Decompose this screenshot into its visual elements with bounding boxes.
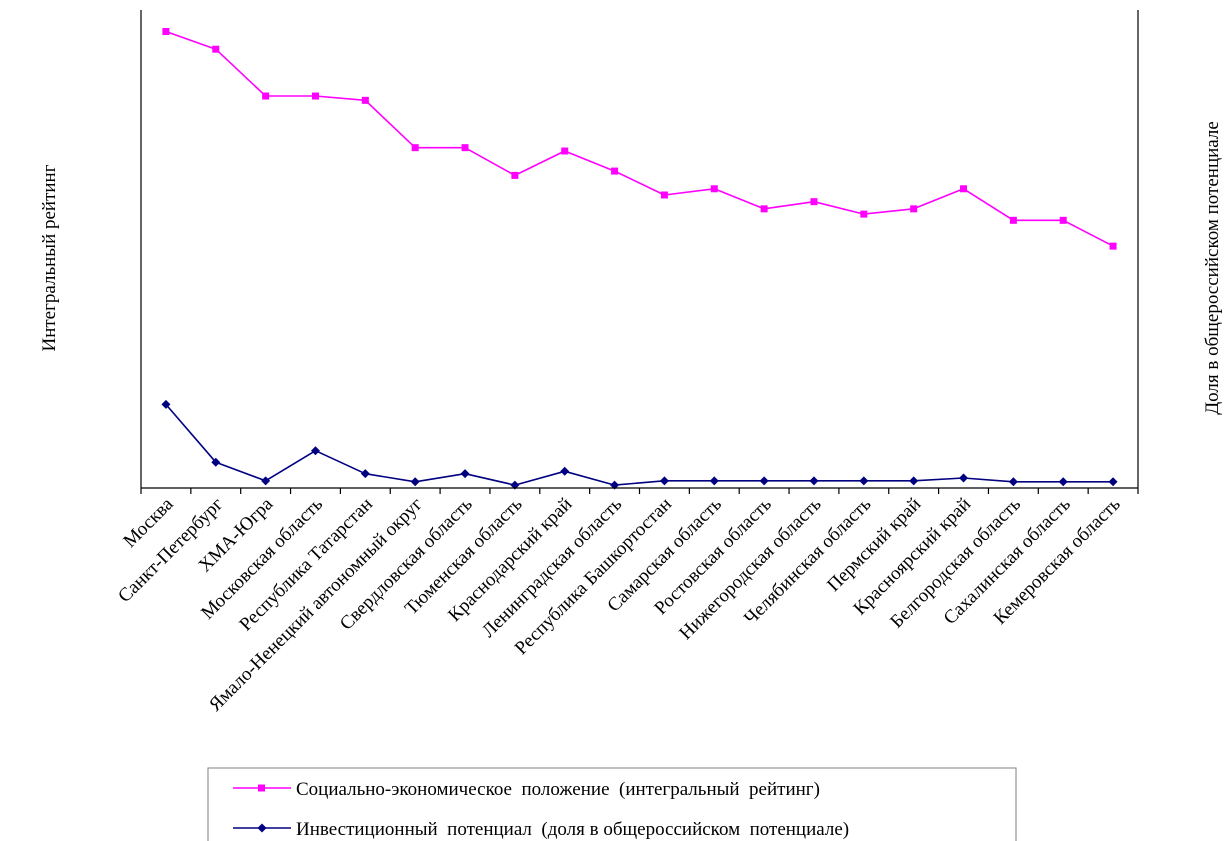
data-point-series-1 [760, 476, 769, 485]
data-point-series-1 [461, 469, 470, 478]
data-point-series-0 [810, 198, 817, 205]
legend-marker-social [258, 785, 265, 792]
data-point-series-1 [411, 477, 420, 486]
data-point-series-0 [711, 185, 718, 192]
data-point-series-0 [860, 211, 867, 218]
series-lines [166, 32, 1113, 486]
data-point-series-0 [960, 185, 967, 192]
data-point-series-1 [660, 476, 669, 485]
data-point-series-0 [611, 168, 618, 175]
series-line-0 [166, 32, 1113, 247]
axes [141, 10, 1138, 488]
y-axis-right-title: Доля в общероссийском потенциале [1202, 121, 1223, 415]
data-point-series-1 [1009, 477, 1018, 486]
data-point-series-1 [710, 476, 719, 485]
data-point-series-0 [312, 93, 319, 100]
data-point-series-1 [909, 476, 918, 485]
data-point-series-1 [560, 467, 569, 476]
data-point-series-1 [959, 473, 968, 482]
legend-label-social: Социально-экономическое положение (интег… [296, 779, 820, 800]
data-point-series-0 [1010, 217, 1017, 224]
data-point-series-1 [1109, 477, 1118, 486]
series-markers [161, 28, 1117, 490]
data-point-series-0 [262, 93, 269, 100]
legend-label-investment: Инвестиционный потенциал (доля в общерос… [296, 819, 849, 840]
data-point-series-0 [761, 205, 768, 212]
x-axis-ticks [141, 488, 1138, 494]
data-point-series-0 [1060, 217, 1067, 224]
x-axis-tick-labels: МоскваСанкт-ПетербургХМА-ЮграМосковская … [114, 493, 1125, 715]
data-point-series-0 [362, 97, 369, 104]
series-line-1 [166, 404, 1113, 485]
data-point-series-0 [412, 144, 419, 151]
y-axis-left-title: Интегральный рейтинг [39, 164, 60, 351]
data-point-series-1 [809, 476, 818, 485]
data-point-series-0 [212, 46, 219, 53]
data-point-series-1 [1059, 477, 1068, 486]
data-point-series-0 [462, 144, 469, 151]
data-point-series-1 [859, 476, 868, 485]
legend: Социально-экономическое положение (интег… [208, 768, 1016, 841]
data-point-series-0 [1110, 243, 1117, 250]
data-point-series-0 [162, 28, 169, 35]
data-point-series-1 [311, 446, 320, 455]
data-point-series-0 [511, 172, 518, 179]
data-point-series-1 [361, 469, 370, 478]
data-point-series-1 [261, 476, 270, 485]
data-point-series-0 [661, 191, 668, 198]
data-point-series-0 [910, 205, 917, 212]
data-point-series-0 [561, 148, 568, 155]
